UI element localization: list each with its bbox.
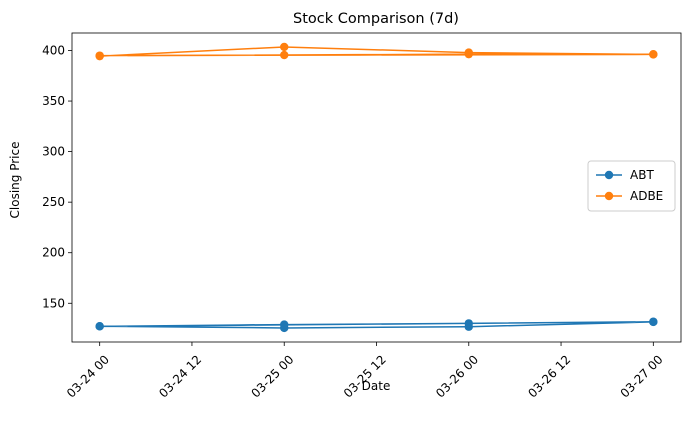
data-point-adbe	[649, 50, 658, 59]
x-tick-label: 03-25 12	[341, 352, 389, 400]
y-tick-label: 250	[42, 195, 65, 209]
chart-title: Stock Comparison (7d)	[293, 11, 459, 27]
data-point-abt	[280, 320, 289, 329]
legend-label: ADBE	[630, 189, 663, 203]
x-axis-title: Date	[362, 379, 391, 393]
y-tick-label: 150	[42, 296, 65, 310]
x-tick-label: 03-27 00	[618, 352, 666, 400]
x-tick-label: 03-26 00	[433, 352, 481, 400]
series-layer	[95, 42, 658, 333]
y-tick-label: 200	[42, 246, 65, 260]
series-adbe	[95, 42, 658, 61]
y-tick-label: 350	[42, 94, 65, 108]
legend-item-abt: ABT	[596, 168, 654, 182]
legend-swatch-marker	[604, 191, 614, 201]
data-point-adbe	[280, 42, 289, 52]
y-axis-title: Closing Price	[8, 142, 22, 219]
x-tick-label: 03-24 00	[64, 352, 112, 400]
legend: ABT ADBE	[587, 160, 676, 212]
series-abt	[95, 317, 658, 333]
x-tick-label: 03-25 00	[249, 352, 297, 400]
series-line-abt	[98, 321, 655, 329]
data-point-abt	[464, 319, 473, 328]
y-tick-label: 400	[42, 43, 65, 57]
data-point-adbe	[280, 50, 289, 60]
legend-swatch-marker	[604, 170, 614, 180]
y-axis: 150 200 250 300 350 400	[42, 43, 72, 310]
data-point-adbe	[464, 49, 473, 59]
data-point-abt	[95, 322, 104, 331]
y-tick-label: 300	[42, 145, 65, 159]
data-point-adbe	[95, 51, 104, 60]
x-tick-label: 03-24 12	[156, 352, 204, 400]
x-tick-label: 03-26 12	[525, 352, 573, 400]
legend-label: ABT	[630, 168, 654, 182]
data-point-abt	[649, 317, 658, 326]
legend-item-adbe: ADBE	[596, 189, 663, 203]
series-line-adbe	[98, 46, 655, 57]
